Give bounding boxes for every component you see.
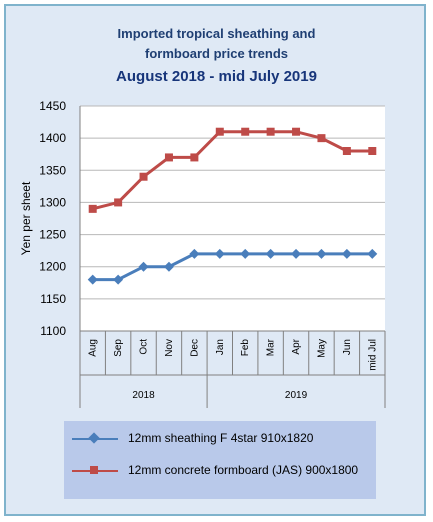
data-point-square <box>368 147 377 155</box>
y-tick-label: 1300 <box>39 195 66 209</box>
data-point-diamond <box>316 248 327 259</box>
legend-label-formboard: 12mm concrete formboard (JAS) 900x1800 <box>128 463 359 477</box>
x-tick-label: mid Jul <box>367 339 378 371</box>
x-tick-label: Aug <box>88 339 99 357</box>
y-tick-label: 1350 <box>39 163 66 177</box>
data-point-diamond <box>87 274 98 285</box>
chart-title-line-2: formboard price trends <box>144 46 289 61</box>
x-tick-labels: Aug Sep Oct Nov Dec Jan Feb Mar Apr May Jun mid Jul <box>88 338 379 370</box>
x-tick-label: Apr <box>291 338 302 354</box>
data-point-diamond <box>240 248 251 259</box>
data-point-square <box>164 153 173 162</box>
x-tick-label: Jan <box>215 339 226 355</box>
data-point-diamond <box>367 248 378 259</box>
plot-area <box>80 106 385 331</box>
y-tick-label: 1100 <box>40 324 66 338</box>
data-point-square <box>292 127 301 136</box>
data-point-square <box>139 172 148 181</box>
x-tick-label: Oct <box>139 339 150 355</box>
chart-title-line-1: Imported tropical sheathing and <box>117 26 316 41</box>
data-point-diamond <box>138 261 149 272</box>
x-tick-label: Nov <box>164 339 175 357</box>
data-point-square <box>190 153 199 162</box>
chart-title-line-3: August 2018 - mid July 2019 <box>116 68 317 85</box>
y-tick-label: 1250 <box>39 228 66 242</box>
x-group-label: 2018 <box>132 390 155 401</box>
data-point-diamond <box>265 248 276 259</box>
x-tick-label: Dec <box>189 339 200 357</box>
legend-label-sheathing: 12mm sheathing F 4star 910x1820 <box>128 431 314 445</box>
y-tick-label: 1450 <box>39 99 66 113</box>
data-point-square <box>215 127 224 136</box>
data-point-square <box>317 134 326 143</box>
y-tick-label: 1150 <box>40 292 66 306</box>
series-line <box>92 130 373 211</box>
data-point-diamond <box>163 261 174 272</box>
data-point-square <box>342 147 351 155</box>
data-point-square <box>266 127 275 136</box>
data-point-diamond <box>291 248 302 259</box>
data-point-diamond <box>341 248 352 259</box>
data-point-diamond <box>189 248 200 259</box>
data-point-square <box>241 127 250 136</box>
y-axis-label: Yen per sheet <box>19 181 33 255</box>
y-tick-label: 1200 <box>39 260 66 274</box>
data-point-square <box>114 198 123 207</box>
data-point-diamond <box>214 248 225 259</box>
x-tick-label: Feb <box>240 339 251 357</box>
data-point-square <box>88 204 97 213</box>
x-tick-label: Mar <box>266 338 277 356</box>
x-group-label: 2019 <box>285 390 308 401</box>
legend: 12mm sheathing F 4star 910x1820 12mm con… <box>64 421 376 499</box>
series-lines <box>87 127 378 285</box>
square-marker-icon <box>90 466 98 474</box>
x-group-labels: 2018 2019 <box>132 390 307 401</box>
axes <box>79 106 386 408</box>
data-point-diamond <box>113 274 124 285</box>
x-tick-label: Sep <box>113 339 124 357</box>
diamond-marker-icon <box>88 432 100 444</box>
y-tick-labels: 1100 1150 1200 1250 1300 1350 1400 1450 <box>39 99 66 338</box>
x-tick-label: May <box>316 339 327 358</box>
y-tick-label: 1400 <box>39 131 66 145</box>
x-tick-label: Jun <box>342 339 353 355</box>
